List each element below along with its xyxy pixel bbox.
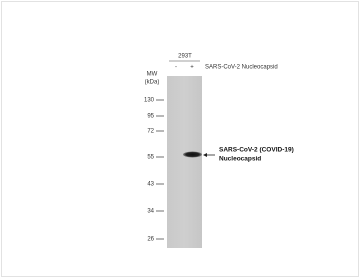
treatment-label: SARS-CoV-2 Nucleocapsid: [205, 65, 278, 71]
lane-label: +: [190, 65, 194, 71]
blot-membrane: [167, 76, 202, 248]
marker-label: 34: [147, 209, 154, 215]
band-label: Nucleocapsid: [219, 156, 261, 163]
marker-label: 55: [147, 155, 154, 161]
mw-title: MW: [147, 72, 158, 78]
mw-unit: (kDa): [145, 80, 160, 86]
figure: 293T - + SARS-CoV-2 Nucleocapsid MW (kDa…: [0, 0, 360, 278]
band-label: SARS-CoV-2 (COVID-19): [219, 147, 294, 154]
marker-label: 43: [147, 182, 154, 188]
marker-label: 95: [147, 114, 154, 120]
marker-label: 130: [144, 98, 155, 104]
cell-line: 293T: [178, 54, 192, 60]
lane-label: -: [175, 65, 177, 71]
band: [183, 152, 202, 158]
marker-label: 72: [147, 129, 154, 135]
marker-label: 26: [147, 237, 154, 243]
